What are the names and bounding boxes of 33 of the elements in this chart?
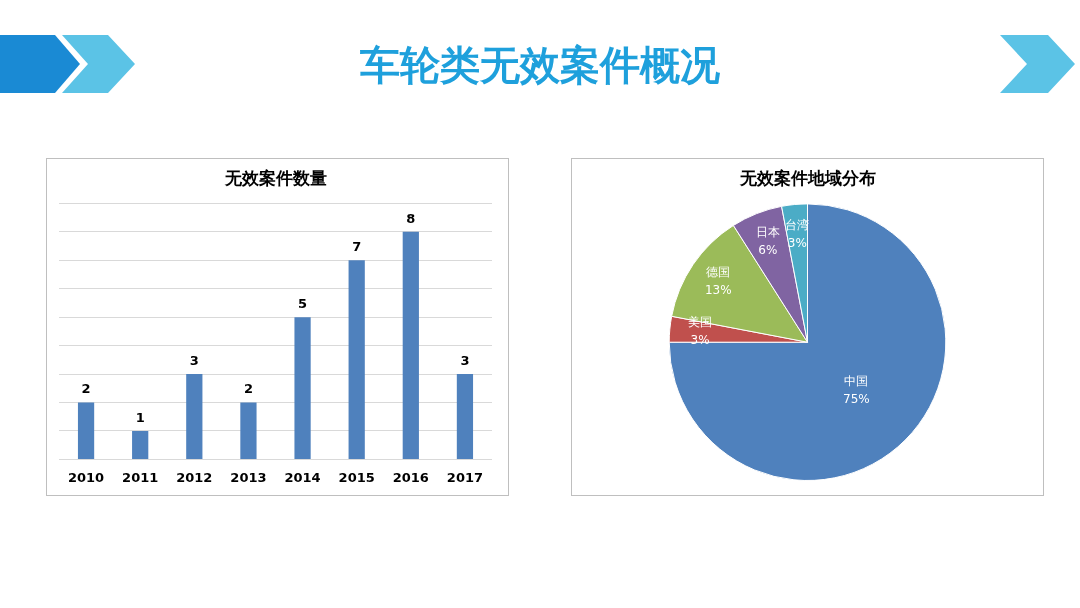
data-label: 75% <box>843 392 870 407</box>
bar <box>132 430 149 459</box>
data-label: 1 <box>135 409 145 425</box>
x-tick-label: 2010 <box>67 469 105 485</box>
bar <box>186 374 203 459</box>
slice-label: 日本 <box>755 225 780 240</box>
data-label: 8 <box>406 210 416 226</box>
chart-title: 无效案件地域分布 <box>738 167 876 188</box>
x-tick-label: 2014 <box>284 469 321 485</box>
data-label: 13% <box>704 282 732 297</box>
bar <box>77 402 95 459</box>
x-tick-label: 2015 <box>338 469 375 485</box>
slice-label: 德国 <box>706 264 731 279</box>
data-label: 6% <box>758 243 778 258</box>
x-tick-label: 2012 <box>176 469 213 485</box>
x-tick-label: 2017 <box>446 469 484 485</box>
bar <box>240 402 257 459</box>
data-label: 2 <box>243 381 253 397</box>
data-label: 3 <box>460 352 470 368</box>
x-tick-label: 2013 <box>230 469 267 485</box>
data-label: 7 <box>352 239 362 255</box>
data-label: 3 <box>189 352 199 368</box>
chart-title: 无效案件数量 <box>223 167 327 188</box>
text: 车轮类无效案件概况 <box>359 41 721 90</box>
slice-label: 中国 <box>844 374 869 389</box>
bar <box>294 317 311 459</box>
x-tick-label: 2011 <box>122 469 159 485</box>
data-label: 2 <box>81 381 91 397</box>
bar <box>402 231 419 459</box>
bar <box>348 260 365 459</box>
x-tick-label: 2016 <box>392 469 429 485</box>
data-label: 5 <box>298 296 308 312</box>
bar <box>456 374 474 459</box>
